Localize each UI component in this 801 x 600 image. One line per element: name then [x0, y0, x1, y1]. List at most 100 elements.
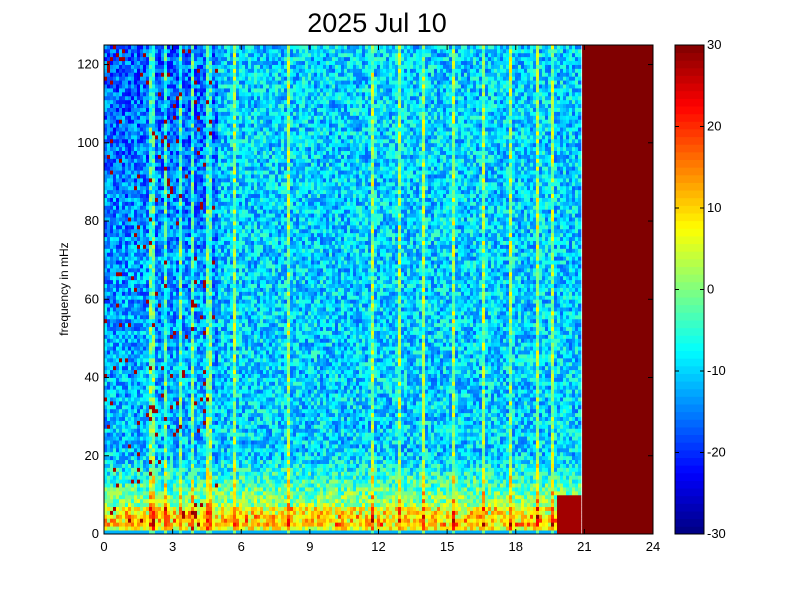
heatmap-cell	[164, 107, 168, 112]
heatmap-cell	[110, 455, 114, 461]
heatmap-cell	[146, 494, 150, 500]
heatmap-cell	[215, 267, 219, 273]
heatmap-cell	[164, 440, 168, 445]
heatmap-cell	[116, 174, 120, 179]
heatmap-cell	[194, 322, 198, 328]
heatmap-cell	[191, 189, 195, 195]
heatmap-cell	[221, 134, 225, 140]
heatmap-cell	[206, 107, 210, 112]
heatmap-cell	[176, 350, 180, 355]
heatmap-cell	[122, 209, 126, 214]
heatmap-cell	[206, 318, 210, 324]
heatmap-cell	[218, 342, 222, 347]
heatmap-cell	[161, 158, 165, 163]
heatmap-cell	[176, 436, 180, 441]
heatmap-cell	[146, 178, 150, 183]
heatmap-cell	[185, 193, 189, 198]
heatmap-cell	[185, 138, 189, 144]
heatmap-cell	[152, 412, 156, 418]
heatmap-cell	[218, 138, 222, 144]
heatmap-cell	[212, 197, 216, 202]
heatmap-cell	[131, 412, 135, 418]
heatmap-cell	[209, 291, 213, 296]
heatmap-cell	[125, 416, 129, 421]
heatmap-cell	[131, 162, 135, 167]
heatmap-cell	[155, 361, 159, 367]
heatmap-cell	[125, 123, 129, 128]
heatmap-cell	[164, 283, 168, 288]
heatmap-cell	[206, 412, 210, 418]
heatmap-cell	[215, 365, 219, 371]
heatmap-cell	[176, 440, 180, 445]
heatmap-cell	[125, 365, 129, 371]
heatmap-cell	[173, 408, 177, 414]
heatmap-cell	[221, 240, 225, 245]
heatmap-cell	[212, 279, 216, 285]
heatmap-cell	[176, 150, 180, 155]
heatmap-cell	[140, 408, 144, 414]
heatmap-cell	[191, 283, 195, 288]
heatmap-cell	[215, 361, 219, 367]
heatmap-cell	[212, 115, 216, 120]
heatmap-cell	[140, 45, 144, 50]
heatmap-cell	[161, 111, 165, 116]
heatmap-cell	[176, 389, 180, 394]
heatmap-cell	[143, 400, 147, 406]
heatmap-cell	[149, 518, 153, 523]
heatmap-cell	[218, 287, 222, 292]
heatmap-cell	[206, 408, 210, 414]
heatmap-cell	[125, 224, 129, 230]
heatmap-cell	[194, 373, 198, 378]
heatmap-cell	[140, 530, 144, 535]
heatmap-cell	[212, 428, 216, 433]
heatmap-cell	[203, 404, 207, 410]
heatmap-cell	[122, 76, 126, 81]
heatmap-cell	[143, 303, 147, 308]
heatmap-cell	[122, 510, 126, 515]
heatmap-cell	[206, 267, 210, 273]
heatmap-cell	[173, 162, 177, 167]
heatmap-cell	[185, 295, 189, 300]
heatmap-cell	[179, 314, 183, 320]
heatmap-cell	[197, 444, 201, 449]
heatmap-cell	[137, 311, 141, 316]
heatmap-cell	[197, 138, 201, 144]
heatmap-cell	[188, 307, 192, 312]
heatmap-cell	[164, 158, 168, 163]
heatmap-cell	[116, 350, 120, 355]
heatmap-cell	[218, 307, 222, 312]
heatmap-cell	[179, 111, 183, 116]
heatmap-cell	[167, 80, 171, 85]
heatmap-cell	[140, 526, 144, 531]
heatmap-cell	[116, 76, 120, 81]
heatmap-cell	[188, 236, 192, 241]
heatmap-cell	[179, 287, 183, 292]
heatmap-cell	[116, 518, 120, 523]
heatmap-cell	[116, 170, 120, 175]
heatmap-cell	[152, 52, 156, 58]
heatmap-cell	[110, 436, 114, 441]
heatmap-cell	[113, 275, 117, 281]
heatmap-cell	[203, 76, 207, 81]
heatmap-cell	[191, 322, 195, 328]
heatmap-cell	[107, 322, 111, 328]
heatmap-cell	[203, 271, 207, 277]
heatmap-cell	[170, 467, 174, 472]
heatmap-cell	[185, 154, 189, 159]
heatmap-cell	[206, 451, 210, 457]
heatmap-cell	[182, 397, 186, 402]
heatmap-cell	[203, 432, 207, 437]
heatmap-cell	[146, 526, 150, 531]
heatmap-cell	[122, 88, 126, 93]
heatmap-cell	[191, 514, 195, 519]
heatmap-cell	[185, 142, 189, 148]
heatmap-cell	[164, 80, 168, 85]
heatmap-cell	[125, 205, 129, 210]
heatmap-cell	[164, 134, 168, 140]
heatmap-cell	[161, 107, 165, 112]
heatmap-cell	[203, 346, 207, 351]
heatmap-cell	[119, 189, 123, 195]
heatmap-cell	[176, 170, 180, 175]
heatmap-cell	[131, 393, 135, 398]
heatmap-cell	[104, 248, 108, 253]
